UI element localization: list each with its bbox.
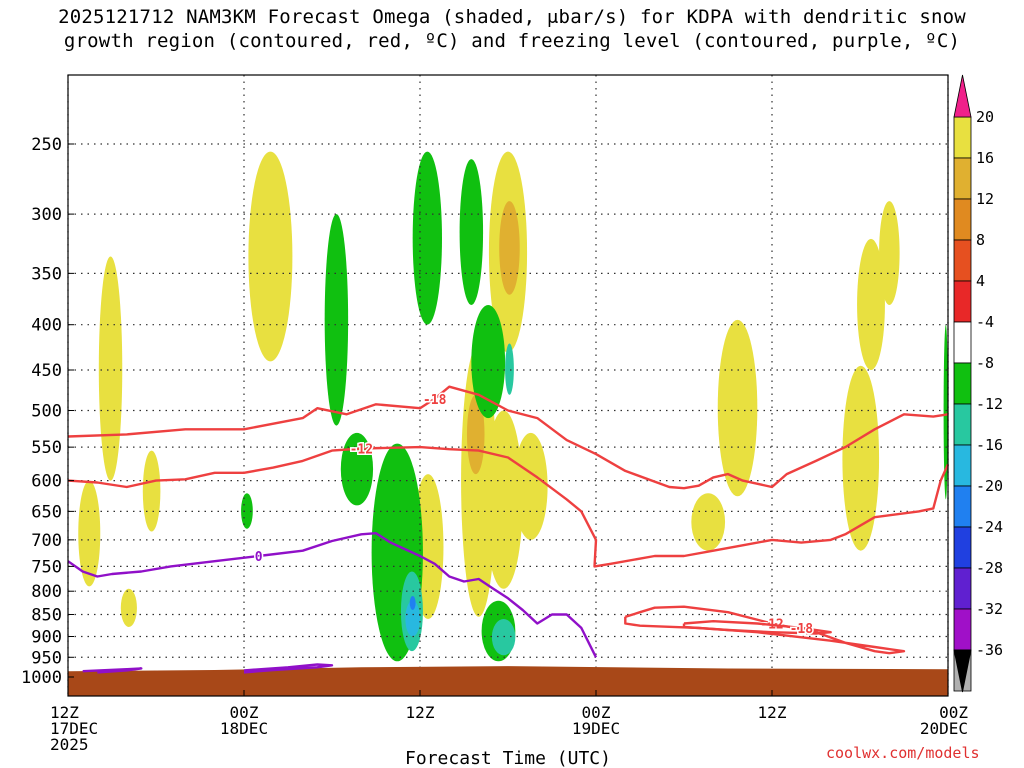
dgz-contour-label-1: -12 [350,443,373,458]
colorbar-swatch-11 [953,567,972,610]
colorbar-tick-label-1: 16 [976,149,994,167]
colorbar-swatch-9 [953,485,972,528]
x-tick-label-12-1: 18DEC [220,719,268,738]
colorbar-tick-label-12: -32 [976,600,1003,618]
colorbar-tick-label-3: 8 [976,231,985,249]
y-tick-label-1000: 1000 [21,668,62,688]
omega-area-21 [459,159,484,305]
omega-area-28 [505,343,514,395]
plot-frame [67,74,949,697]
y-tick-label-700: 700 [31,531,62,551]
y-tick-label-450: 450 [31,361,62,381]
x-tick-label-0-0: 12Z [50,703,79,722]
x-tick-label-48-0: 12Z [758,703,787,722]
omega-area-30 [409,595,416,610]
colorbar-tick-label-6: -8 [976,354,994,372]
colorbar-swatch-8 [953,444,972,487]
omega-area-4 [248,151,293,362]
colorbar-swatch-7 [953,403,972,446]
x-tick-label-60-0: 00Z [939,703,968,722]
colorbar-tick-label-2: 12 [976,190,994,208]
colorbar-swatch-3 [953,239,972,282]
colorbar-swatch-4 [953,280,972,323]
omega-area-2 [142,450,161,532]
omega-area-22 [471,304,506,419]
colorbar-tick-label-4: 4 [976,272,985,290]
colorbar-tick-label-10: -24 [976,518,1003,536]
y-tick-label-850: 850 [31,606,62,626]
colorbar-tick-label-11: -28 [976,559,1003,577]
y-tick-label-600: 600 [31,472,62,492]
y-tick-label-900: 900 [31,627,62,647]
colorbar-over-arrow [953,74,972,118]
colorbar-swatch-2 [953,198,972,241]
dgz-contour-label-3: -18 [790,622,814,637]
omega-area-24 [241,493,253,529]
x-tick-label-0-1: 17DEC [50,719,98,738]
freezing-contour-2 [243,663,334,674]
colorbar-tick-label-5: -4 [976,313,994,331]
x-tick-label-0-2: 2025 [50,735,89,754]
omega-area-29 [405,600,420,637]
dgz-contour-0 [67,385,949,490]
omega-area-10 [691,493,726,551]
dgz-contour-3 [682,620,832,635]
colorbar-swatch-1 [953,157,972,200]
freezing-contour-label-0: 0 [255,550,263,565]
y-tick-label-350: 350 [31,264,62,284]
x-tick-label-12-0: 00Z [230,703,259,722]
y-tick-label-650: 650 [31,502,62,522]
omega-area-27 [491,619,516,656]
colorbar-under-arrow [953,649,972,693]
y-tick-label-950: 950 [31,648,62,668]
terrain-area [68,666,948,696]
omega-area-0 [98,256,123,481]
omega-area-20 [412,151,443,325]
omega-area-16 [466,394,485,475]
omega-area-12 [842,365,880,551]
credit-text[interactable]: coolwx.com/models [826,744,980,762]
colorbar-swatch-12 [953,608,972,651]
y-tick-label-500: 500 [31,402,62,422]
colorbar-tick-label-7: -12 [976,395,1003,413]
colorbar-swatch-0 [953,116,972,159]
omega-area-13 [857,238,885,370]
colorbar-tick-label-13: -36 [976,641,1003,659]
y-tick-label-400: 400 [31,316,62,336]
chart-title-line-2: growth region (contoured, red, ºC) and f… [63,30,961,52]
omega-area-17 [324,214,349,426]
omega-area-3 [120,588,137,627]
y-tick-label-750: 750 [31,557,62,577]
y-tick-label-550: 550 [31,438,62,458]
omega-area-9 [513,432,548,540]
omega-area-15 [499,201,520,295]
x-axis-label: Forecast Time (UTC) [405,748,611,768]
x-tick-label-24-0: 12Z [406,703,435,722]
chart-title-line-1: 2025121712 NAM3KM Forecast Omega (shaded… [58,6,966,28]
x-tick-label-60-1: 20DEC [920,719,968,738]
x-tick-label-36-0: 00Z [582,703,611,722]
y-tick-label-250: 250 [31,135,62,155]
freezing-contour-0 [67,532,598,658]
omega-area-1 [78,480,101,587]
dgz-contour-1 [67,445,950,568]
omega-area-11 [717,319,758,497]
colorbar-tick-label-9: -20 [976,477,1003,495]
colorbar-tick-label-0: 20 [976,108,994,126]
y-tick-label-300: 300 [31,205,62,225]
x-tick-label-36-1: 19DEC [572,719,620,738]
colorbar-swatch-6 [953,362,972,405]
colorbar-swatch-10 [953,526,972,569]
omega-area-25 [943,324,948,500]
y-tick-label-800: 800 [31,582,62,602]
freezing-contour-1 [82,667,143,674]
omega-area-18 [340,432,374,506]
colorbar-tick-label-8: -16 [976,436,1003,454]
omega-area-14 [879,201,900,305]
dgz-contour-label-0: -18 [423,393,447,408]
colorbar-swatch-5 [953,321,972,364]
